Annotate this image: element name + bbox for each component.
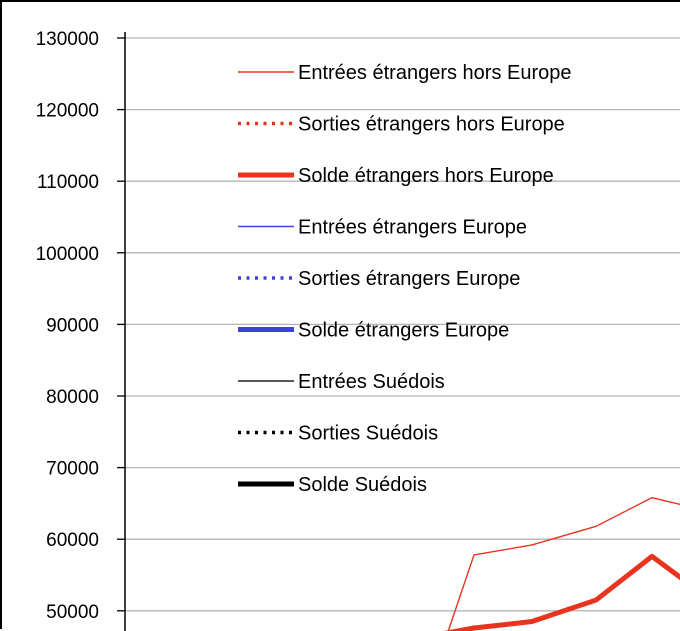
legend-label: Entrées Suédois: [298, 371, 445, 393]
legend-label: Solde étrangers hors Europe: [298, 165, 554, 187]
y-tick-label: 110000: [37, 172, 99, 193]
legend-label: Solde Suédois: [298, 474, 427, 496]
series-line: [443, 556, 680, 631]
y-tick-label: 60000: [46, 530, 99, 551]
y-tick-label: 80000: [46, 387, 99, 408]
legend-label: Entrées étrangers hors Europe: [298, 62, 572, 84]
y-tick-label: 130000: [36, 29, 99, 50]
y-axis: 130000 120000 110000 100000 90000 80000 70000 6…: [36, 29, 125, 631]
y-tick-label: 100000: [36, 244, 99, 265]
legend-label: Entrées étrangers Europe: [298, 217, 527, 239]
legend-label: Sorties étrangers hors Europe: [298, 114, 565, 136]
y-tick-label: 90000: [46, 315, 99, 336]
legend-label: Sorties Suédois: [298, 423, 438, 445]
y-tick-label: 50000: [46, 602, 99, 623]
legend: Entrées étrangers hors Europe Sorties étr…: [238, 62, 572, 496]
legend-label: Sorties étrangers Europe: [298, 268, 520, 290]
y-tick-label: 120000: [36, 101, 99, 122]
legend-label: Solde étrangers Europe: [298, 320, 509, 342]
y-tick-label: 70000: [46, 459, 99, 480]
